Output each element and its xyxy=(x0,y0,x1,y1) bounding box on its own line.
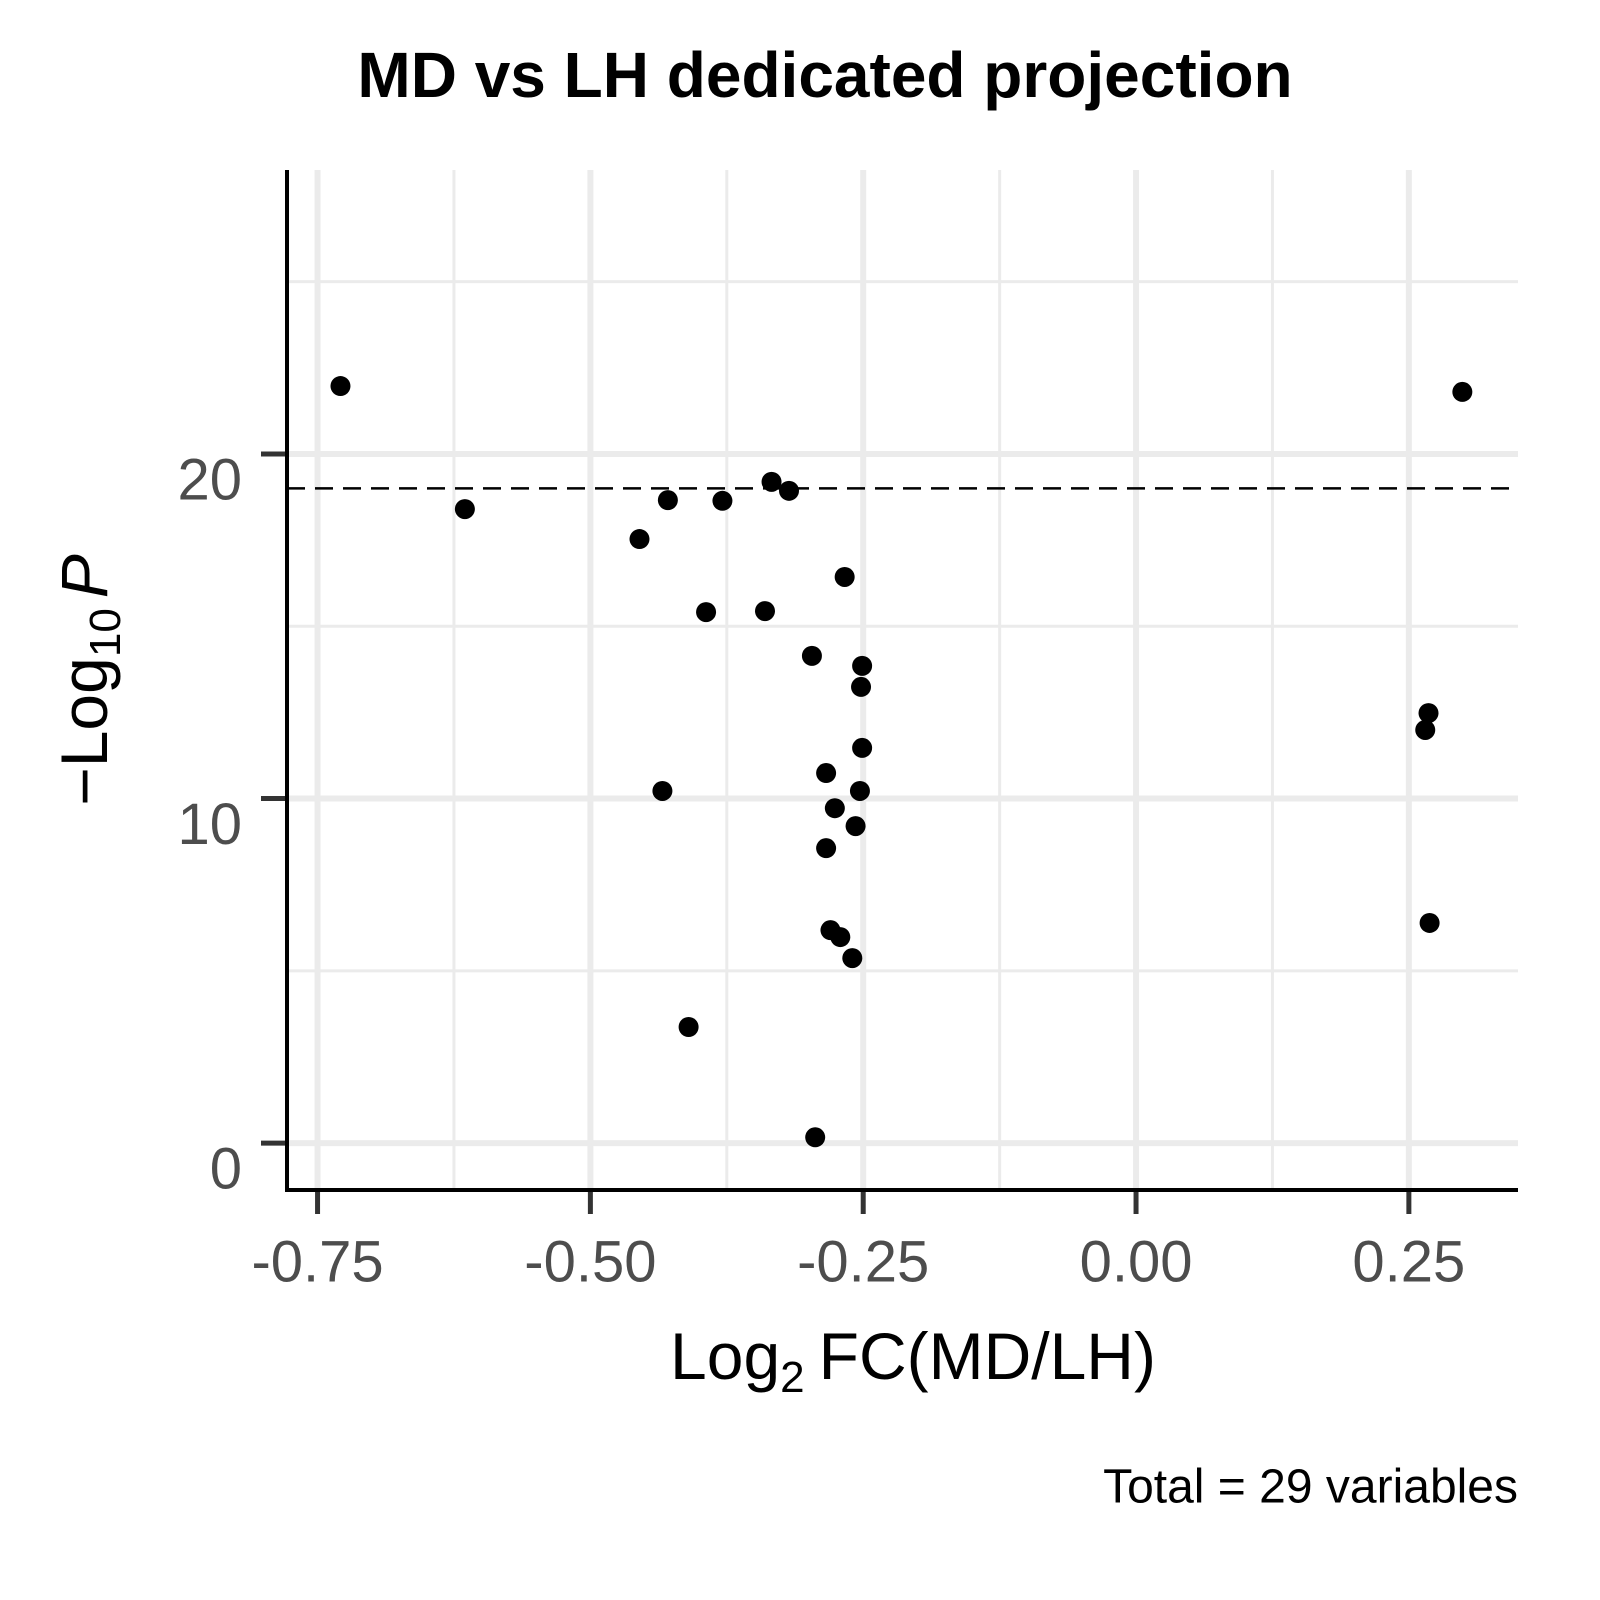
y-label-rest: P xyxy=(47,554,121,598)
point xyxy=(849,780,870,801)
point xyxy=(816,763,837,784)
point xyxy=(801,645,822,666)
x-tick-label: 0.25 xyxy=(1352,1229,1465,1294)
x-label-main: Log xyxy=(670,1319,780,1393)
x-tick-label: -0.75 xyxy=(251,1229,383,1294)
x-tick-label: -0.25 xyxy=(797,1229,929,1294)
point xyxy=(1418,703,1439,724)
point xyxy=(754,601,775,622)
point xyxy=(1452,381,1473,402)
point xyxy=(1419,912,1440,933)
point xyxy=(761,471,782,492)
point xyxy=(824,798,845,819)
point xyxy=(805,1127,826,1148)
x-axis-label: Log2 FC(MD/LH) xyxy=(670,1319,1156,1401)
point xyxy=(845,816,866,837)
y-label-sub: 10 xyxy=(81,608,130,657)
point xyxy=(834,566,855,587)
point xyxy=(852,737,873,758)
point xyxy=(712,490,733,511)
y-axis-label: −Log10 P xyxy=(47,554,129,806)
y-tick-label: 20 xyxy=(177,447,242,512)
point xyxy=(1415,719,1436,740)
x-label-sub: 2 xyxy=(780,1353,804,1402)
point xyxy=(830,927,851,948)
x-tick-label: -0.50 xyxy=(524,1229,656,1294)
point xyxy=(330,376,351,397)
point xyxy=(816,838,837,859)
point xyxy=(678,1017,699,1038)
point xyxy=(852,655,873,676)
y-tick-label: 0 xyxy=(210,1136,242,1201)
chart-title: MD vs LH dedicated projection xyxy=(357,39,1292,111)
x-label-rest: FC(MD/LH) xyxy=(819,1319,1156,1393)
y-tick-label: 10 xyxy=(177,792,242,857)
y-label-main: −Log xyxy=(47,657,121,806)
point xyxy=(657,490,678,511)
point xyxy=(454,499,475,520)
point xyxy=(629,529,650,550)
point xyxy=(696,602,717,623)
point xyxy=(851,676,872,697)
point xyxy=(652,780,673,801)
point xyxy=(779,480,800,501)
x-tick-label: 0.00 xyxy=(1080,1229,1193,1294)
caption: Total = 29 variables xyxy=(1103,1461,1518,1514)
point xyxy=(842,948,863,969)
